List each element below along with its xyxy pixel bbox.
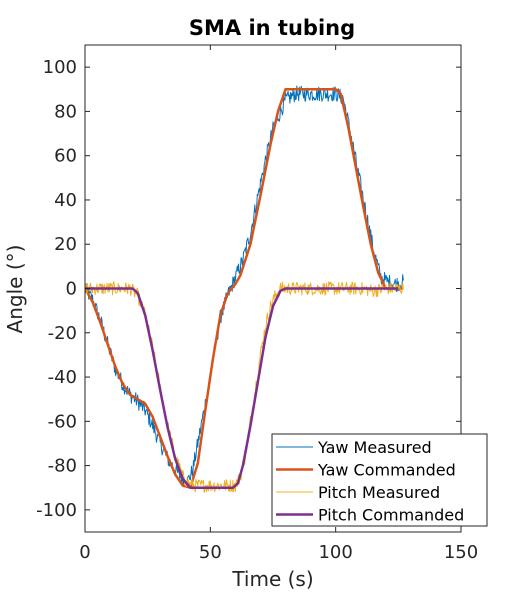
series-line-1 bbox=[85, 88, 404, 489]
ticks-layer: 0 50 100 150 -100 -80 -60 -40 -20 0 20 40 60 80 100 bbox=[36, 45, 478, 563]
y-tick-label: -100 bbox=[36, 500, 77, 521]
x-tick-label: 150 bbox=[444, 542, 478, 563]
x-tick-label: 50 bbox=[199, 542, 222, 563]
legend-label-0: Yaw Measured bbox=[317, 438, 432, 457]
legend-box bbox=[271, 433, 488, 527]
y-tick-label: -20 bbox=[48, 323, 77, 344]
y-axis-label: Angle (°) bbox=[3, 245, 27, 334]
x-axis-label: Time (s) bbox=[231, 567, 313, 591]
y-tick-label: 0 bbox=[66, 279, 77, 300]
legend-label-1: Yaw Commanded bbox=[317, 461, 456, 480]
y-tick-label: 60 bbox=[54, 146, 77, 167]
y-tick-label: 80 bbox=[54, 101, 77, 122]
legend: Yaw Measured Yaw Commanded Pitch Measured P… bbox=[271, 433, 488, 527]
series-layer bbox=[85, 85, 404, 493]
series-line-3 bbox=[85, 287, 399, 489]
y-tick-label: -40 bbox=[48, 367, 77, 388]
y-tick-label: -80 bbox=[48, 456, 77, 477]
y-tick-label: 40 bbox=[54, 190, 77, 211]
y-tick-label: -60 bbox=[48, 411, 77, 432]
y-tick-label: 20 bbox=[54, 234, 77, 255]
chart-title: SMA in tubing bbox=[189, 16, 355, 40]
x-tick-label: 100 bbox=[318, 542, 352, 563]
y-tick-label: 100 bbox=[43, 57, 77, 78]
legend-label-2: Pitch Measured bbox=[318, 483, 440, 502]
legend-label-3: Pitch Commanded bbox=[318, 506, 464, 525]
x-tick-label: 0 bbox=[79, 542, 90, 563]
